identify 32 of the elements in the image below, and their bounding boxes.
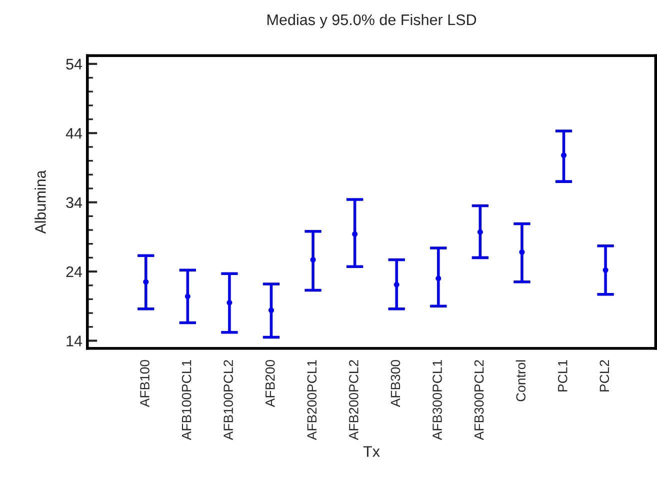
x-tick-label: AFB100PCL2: [224, 360, 233, 440]
chart-title: Medias y 95.0% de Fisher LSD: [267, 14, 476, 28]
y-tick-label: 54: [66, 58, 82, 70]
x-tick-label: PCL2: [600, 360, 610, 392]
x-axis-title: Tx: [363, 446, 380, 457]
x-tick-label: AFB300: [390, 360, 400, 408]
x-tick-label: AFB300PCL1: [432, 360, 442, 440]
point: [602, 267, 608, 273]
y-tick-label: 34: [66, 197, 82, 208]
x-tick-label: PCL1: [558, 360, 568, 392]
y-tick-label: 44: [66, 128, 82, 139]
point: [394, 282, 400, 288]
x-tick-label: AFB200PCL2: [349, 360, 358, 440]
y-axis-title: Albumina: [34, 170, 46, 234]
x-tick-label: AFB200PCL1: [307, 360, 317, 440]
point: [519, 249, 525, 255]
point: [268, 307, 274, 314]
point: [436, 276, 442, 282]
point: [352, 231, 358, 237]
point: [226, 300, 232, 306]
x-tick-label: AFB300PCL2: [474, 360, 484, 440]
point: [310, 256, 316, 263]
y-tick-label: 14: [66, 336, 82, 346]
x-tick-label: AFB200: [265, 360, 275, 408]
y-tick-label: 24: [66, 266, 82, 278]
x-tick-label: Control: [516, 360, 526, 402]
point: [477, 229, 483, 235]
point: [184, 294, 190, 300]
x-tick-label: AFB100: [140, 360, 150, 408]
point: [560, 152, 567, 158]
x-tick-label: AFB100PCL1: [182, 360, 192, 440]
point: [143, 279, 149, 285]
